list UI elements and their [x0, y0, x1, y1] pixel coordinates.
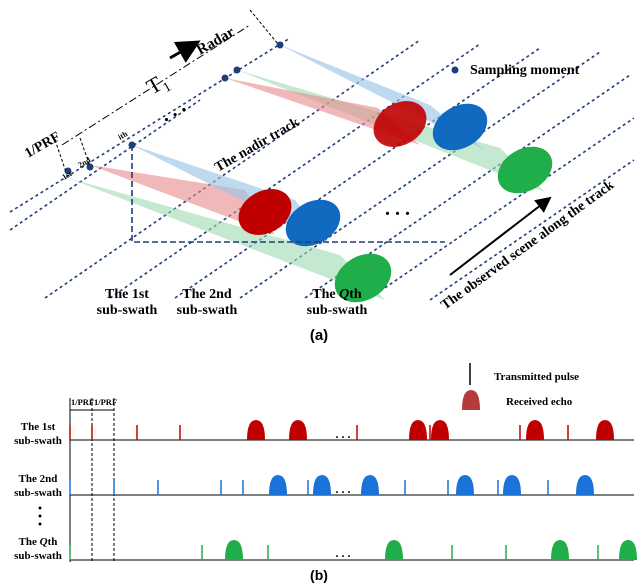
echo	[269, 475, 287, 495]
ellipsis: . . .	[385, 198, 410, 220]
sample-label: ith	[117, 129, 130, 142]
echo	[526, 420, 544, 440]
echo	[619, 540, 637, 560]
echo	[551, 540, 569, 560]
prf-label: 1/PRF	[94, 397, 117, 407]
vertical-dots	[39, 507, 42, 526]
prf-label: 1/PRF	[23, 129, 64, 161]
echo	[456, 475, 474, 495]
caption: (a)	[310, 327, 328, 344]
echo	[409, 420, 427, 440]
echo	[225, 540, 243, 560]
figure: Radar T1 1/PRF 1st 2nd ith . . . Samplin…	[0, 0, 638, 585]
ellipsis: . . .	[336, 546, 351, 560]
echo	[503, 475, 521, 495]
echo	[385, 540, 403, 560]
scene-label: The observed scene along the track	[439, 178, 618, 313]
echo	[247, 420, 265, 440]
echo	[361, 475, 379, 495]
echo	[596, 420, 614, 440]
echo	[576, 475, 594, 495]
ellipsis: . . .	[157, 95, 190, 127]
legend-label: Received echo	[506, 396, 573, 408]
dimension-line	[250, 10, 278, 44]
echo	[289, 420, 307, 440]
legend-label: Sampling moment	[470, 63, 580, 78]
nadir-label: The nadir track	[213, 115, 303, 175]
ellipsis: . . .	[336, 427, 351, 441]
echo	[431, 420, 449, 440]
part-a: Radar T1 1/PRF 1st 2nd ith . . . Samplin…	[10, 10, 634, 344]
prf-label: 1/PRF	[71, 397, 94, 407]
part-b: Transmitted pulse Received echo 1/PRF 1/…	[14, 363, 637, 583]
echo	[313, 475, 331, 495]
period-label: T1	[142, 67, 174, 102]
ellipsis: . . .	[336, 482, 351, 496]
caption: (b)	[310, 567, 328, 583]
legend-echo	[462, 390, 480, 410]
timelines	[70, 420, 637, 560]
legend-label: Transmitted pulse	[494, 371, 579, 383]
radar-label: Radar	[194, 24, 238, 58]
